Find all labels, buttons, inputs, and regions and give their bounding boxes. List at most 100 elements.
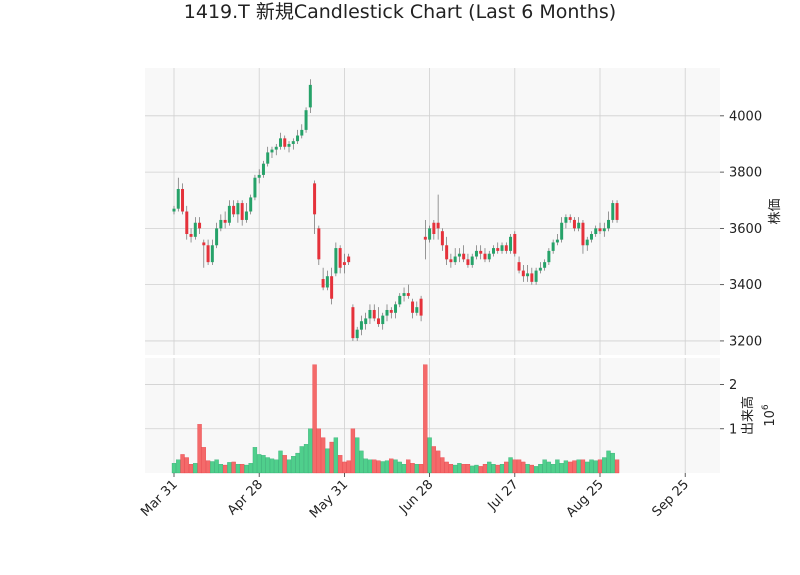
candle-body	[479, 250, 483, 254]
candle-body	[423, 236, 427, 240]
candle-body	[270, 149, 274, 153]
candle-body	[474, 250, 478, 257]
candle-body	[577, 222, 581, 229]
volume-bar	[389, 458, 394, 474]
x-tick-label: May 31	[307, 477, 351, 521]
volume-bar	[423, 364, 428, 474]
candle-body	[274, 146, 278, 150]
candle-body	[368, 309, 372, 319]
volume-bar	[180, 454, 185, 474]
candle-body	[334, 248, 338, 274]
candle-body	[453, 256, 457, 263]
volume-bar	[218, 464, 224, 474]
volume-bar	[589, 459, 594, 474]
candle-body	[266, 152, 270, 164]
volume-bar	[320, 437, 326, 474]
volume-bar	[329, 441, 334, 474]
volume-multiplier: 106	[761, 404, 778, 427]
volume-bar	[495, 464, 500, 474]
candle-body	[308, 84, 312, 108]
x-tick-label: Jun 28	[396, 477, 436, 517]
candle-body	[198, 222, 202, 229]
volume-bars	[171, 364, 620, 474]
candle-body	[291, 141, 295, 144]
volume-bar	[325, 448, 330, 474]
volume-bar	[261, 455, 266, 474]
volume-tick-label: 2	[729, 378, 737, 393]
volume-bar	[585, 461, 590, 474]
volume-bar	[448, 464, 454, 474]
volume-bar	[350, 428, 356, 474]
volume-bar	[244, 464, 249, 474]
volume-bar	[614, 459, 620, 474]
volume-bar	[470, 465, 475, 474]
volume-bar	[299, 446, 304, 474]
candle-body	[572, 219, 576, 229]
volume-bar	[359, 450, 364, 474]
volume-bar	[303, 444, 309, 474]
candle-body	[415, 307, 419, 313]
candle-body	[496, 248, 500, 251]
x-tick-label: Aug 25	[564, 477, 607, 520]
candle-body	[355, 329, 359, 339]
volume-bar	[184, 457, 189, 474]
price-tick-label: 3200	[729, 334, 762, 349]
candle-body	[526, 273, 530, 277]
volume-bar	[406, 459, 411, 474]
candle-body	[585, 239, 589, 246]
candle-body	[172, 208, 176, 212]
price-panel	[145, 68, 720, 355]
candle-body	[313, 183, 317, 215]
volume-bar	[431, 446, 437, 474]
volume-axis-label: 出来高	[740, 396, 756, 435]
candle-body	[257, 174, 261, 178]
volume-bar	[274, 459, 279, 474]
candle-body	[223, 219, 227, 223]
candle-body	[189, 234, 193, 237]
volume-bar	[508, 457, 513, 474]
volume-bar	[380, 461, 385, 474]
volume-bar	[512, 459, 517, 474]
candles	[172, 79, 619, 341]
volume-bar	[282, 455, 287, 474]
candle-body	[551, 242, 555, 251]
price-axis-label: 株価	[768, 198, 783, 224]
volume-bar	[435, 450, 441, 474]
volume-bar	[193, 463, 198, 474]
volume-bar	[559, 463, 564, 474]
volume-bar	[461, 464, 466, 474]
candle-body	[330, 276, 334, 299]
candle-body	[232, 205, 236, 215]
volume-bar	[308, 428, 313, 474]
candle-body	[411, 301, 415, 313]
candle-body	[436, 222, 440, 229]
volume-bar	[252, 447, 258, 474]
candle-body	[394, 304, 398, 313]
candle-body	[206, 245, 210, 263]
volume-bar	[491, 464, 496, 474]
volume-bar	[214, 459, 219, 474]
volume-bar	[291, 456, 296, 474]
candle-body	[492, 248, 495, 254]
candle-body	[470, 256, 474, 265]
candle-body	[185, 211, 189, 235]
volume-bar	[568, 461, 573, 474]
candle-body	[193, 222, 197, 237]
candle-body	[227, 205, 231, 223]
chart-title: 1419.T 新規Candlestick Chart (Last 6 Month…	[183, 1, 617, 23]
candle-body	[398, 295, 402, 305]
volume-bar	[222, 464, 228, 474]
x-tick-label: Sep 25	[649, 477, 692, 520]
candle-body	[296, 135, 300, 142]
volume-bar	[312, 364, 317, 474]
candle-body	[402, 293, 406, 296]
candle-body	[338, 248, 342, 268]
volume-bar	[602, 457, 607, 474]
volume-bar	[444, 461, 449, 474]
price-tick-label: 3400	[729, 278, 762, 293]
candle-body	[611, 203, 615, 220]
candle-body	[457, 253, 461, 257]
candle-body	[351, 307, 355, 339]
volume-bar	[372, 459, 377, 474]
volume-bar	[376, 460, 381, 474]
